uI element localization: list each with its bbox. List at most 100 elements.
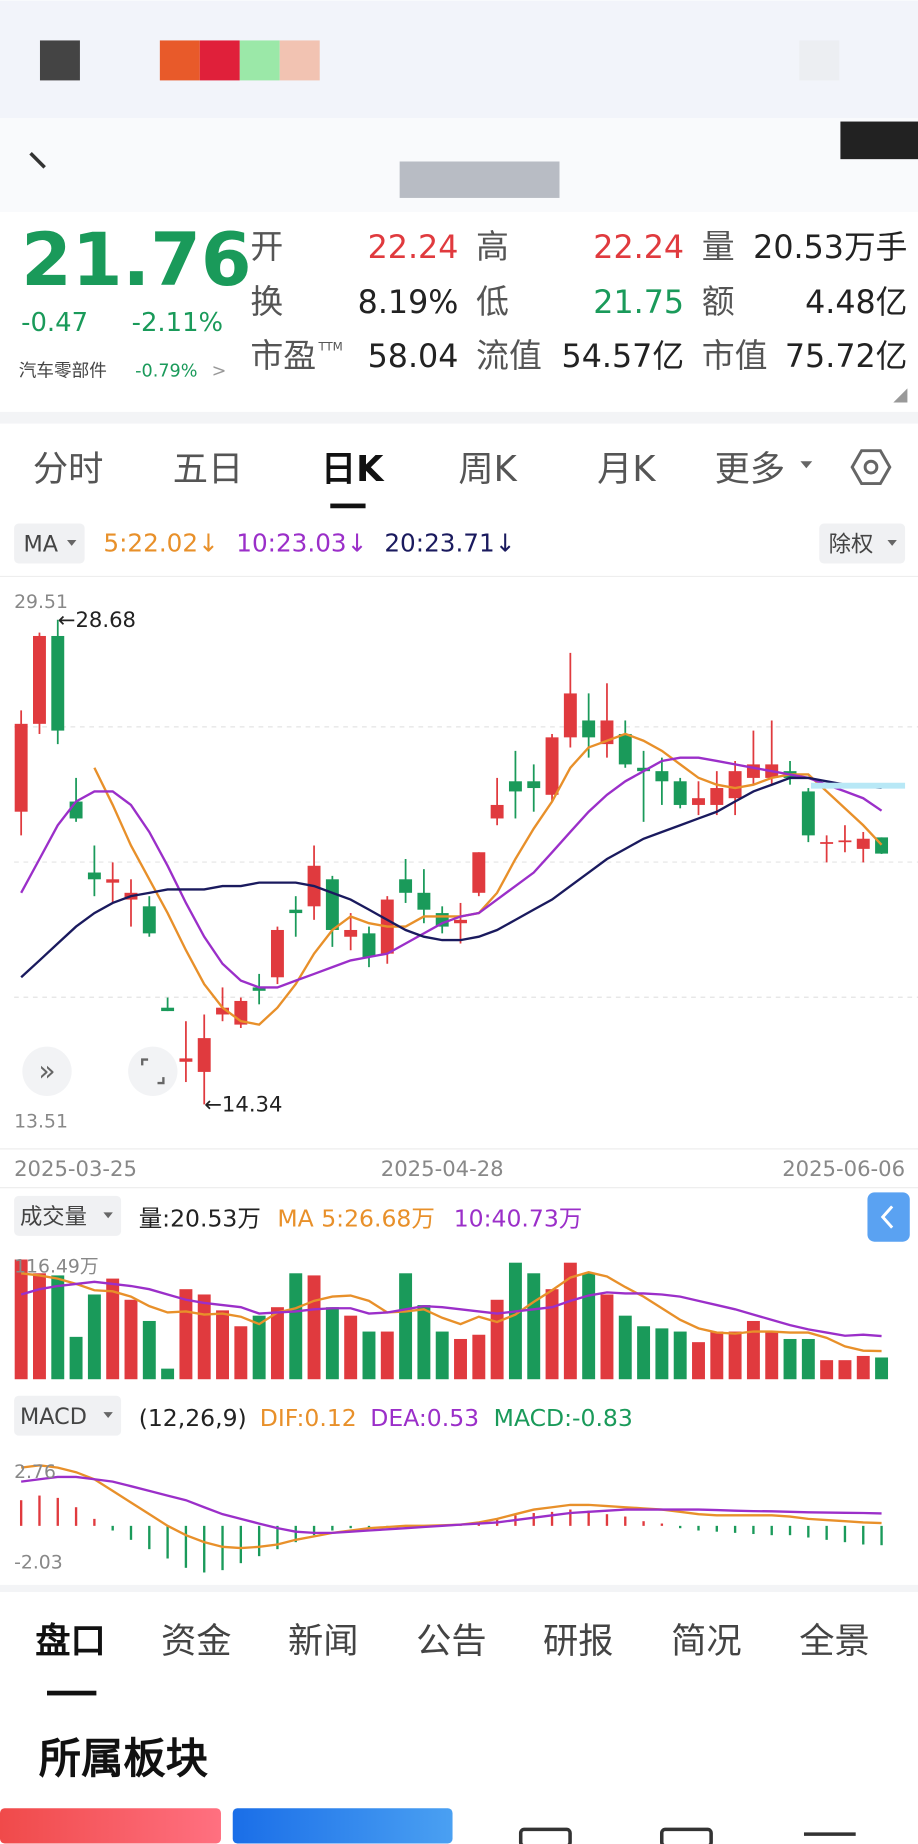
y-tick-label: -2.03 bbox=[14, 1552, 63, 1573]
volume-bar bbox=[618, 1315, 632, 1380]
change: -0.47 bbox=[21, 308, 88, 338]
field-label: 量 bbox=[702, 227, 735, 266]
candle-body bbox=[472, 852, 486, 893]
candle-body bbox=[490, 804, 504, 819]
y-tick-label: 116.49万 bbox=[14, 1256, 99, 1277]
macd-bar bbox=[294, 1525, 297, 1543]
volume-bar bbox=[673, 1331, 687, 1380]
volume-bar bbox=[252, 1315, 266, 1380]
expand-icon[interactable]: » bbox=[38, 1055, 55, 1088]
fullscreen-icon bbox=[141, 1058, 165, 1085]
volume-bar bbox=[216, 1310, 229, 1380]
legend-vol-ma10: 10:40.73万 bbox=[454, 1204, 583, 1232]
field-value: 22.24 bbox=[593, 230, 684, 266]
candle-body bbox=[838, 840, 852, 843]
dropdown-arrow bbox=[66, 539, 77, 546]
ma-button[interactable] bbox=[14, 523, 85, 564]
macd-bar bbox=[880, 1525, 883, 1546]
volume-bar bbox=[417, 1305, 431, 1380]
x-tick-label: 2025-06-06 bbox=[782, 1156, 905, 1181]
volume-bar bbox=[728, 1331, 742, 1380]
candle-body bbox=[545, 737, 559, 795]
field-label: 高 bbox=[476, 227, 509, 266]
bottom-tab[interactable]: 盘口 bbox=[35, 1621, 106, 1662]
period-tab[interactable]: 月K bbox=[597, 449, 656, 490]
y-tick-label: 29.51 bbox=[14, 592, 68, 613]
field-label-sup: TTM bbox=[318, 340, 343, 354]
bottom-tab[interactable]: 资金 bbox=[161, 1621, 232, 1662]
macd-bar bbox=[19, 1500, 23, 1526]
indicator-line bbox=[21, 1271, 882, 1353]
expand-icon[interactable] bbox=[893, 388, 908, 403]
macd-title[interactable]: MACD bbox=[20, 1404, 87, 1430]
sector-change: -0.79% bbox=[135, 362, 197, 382]
volume-bar bbox=[710, 1331, 724, 1380]
period-tab[interactable]: 更多 bbox=[715, 449, 786, 490]
macd-chart: -2.03 2.76 bbox=[14, 1462, 883, 1573]
volume-bar bbox=[490, 1299, 504, 1380]
y-tick-label: 2.76 bbox=[14, 1462, 56, 1483]
status-icon bbox=[239, 40, 280, 81]
tab-underline bbox=[47, 1690, 97, 1696]
candle-body bbox=[417, 892, 431, 910]
macd-bar bbox=[111, 1525, 114, 1531]
macd-bar bbox=[733, 1525, 737, 1533]
price: 21.76 bbox=[21, 218, 251, 303]
volume-bar bbox=[124, 1299, 138, 1380]
field-value: 8.19% bbox=[358, 285, 459, 321]
bottom-tab[interactable]: 简况 bbox=[671, 1621, 742, 1662]
volume-bar bbox=[856, 1355, 870, 1380]
legend-ma20: 20:23.71↓ bbox=[384, 529, 515, 558]
side-button[interactable] bbox=[867, 1192, 910, 1242]
sector[interactable]: 汽车零部件 bbox=[19, 361, 107, 382]
adjust-button[interactable] bbox=[819, 523, 906, 564]
expand-button[interactable] bbox=[22, 1046, 72, 1096]
adjust-label[interactable]: 除权 bbox=[829, 532, 874, 558]
macd-bar bbox=[843, 1525, 847, 1543]
candle-body bbox=[216, 1007, 229, 1015]
candle-body bbox=[527, 781, 541, 789]
candle-body bbox=[197, 1038, 211, 1072]
macd-bar bbox=[770, 1525, 773, 1536]
volume-bar bbox=[820, 1360, 834, 1380]
volume-button[interactable] bbox=[14, 1195, 122, 1236]
field-value: 54.57亿 bbox=[562, 339, 685, 375]
bottom-tab[interactable]: 全景 bbox=[799, 1621, 870, 1662]
candle-chart: 13.51 29.51←28.68 ←14.34 2025-03-25 2025-04-… bbox=[14, 592, 918, 1181]
field-label: 换 bbox=[250, 282, 283, 321]
volume-bar bbox=[344, 1315, 358, 1380]
volume-bar bbox=[563, 1262, 577, 1380]
bottom-tab[interactable]: 新闻 bbox=[288, 1621, 359, 1662]
period-tab[interactable]: 分时 bbox=[33, 449, 104, 490]
volume-bar bbox=[783, 1338, 797, 1380]
candle-body bbox=[710, 788, 724, 805]
fullscreen-button[interactable] bbox=[128, 1046, 178, 1096]
period-tab[interactable]: 日K bbox=[321, 449, 385, 490]
candle-body bbox=[582, 720, 596, 738]
candle-body bbox=[454, 919, 467, 924]
sector-card[interactable] bbox=[232, 1808, 453, 1844]
period-tab[interactable]: 五日 bbox=[173, 449, 244, 490]
bottom-tab[interactable]: 公告 bbox=[416, 1621, 487, 1662]
macd-bar bbox=[129, 1525, 133, 1540]
macd-bar bbox=[203, 1525, 206, 1573]
sector-arrow[interactable]: > bbox=[212, 362, 227, 382]
field-label: 额 bbox=[702, 282, 735, 321]
macd-bar bbox=[569, 1509, 572, 1526]
ma-button-label[interactable]: MA bbox=[24, 532, 59, 558]
period-tab[interactable]: 周K bbox=[458, 449, 517, 490]
dropdown-arrow bbox=[103, 1212, 113, 1219]
candle-body bbox=[161, 1007, 175, 1012]
back-icon[interactable] bbox=[29, 152, 46, 169]
bottom-tab[interactable]: 研报 bbox=[543, 1621, 614, 1662]
settings-icon[interactable] bbox=[850, 449, 892, 486]
icon[interactable] bbox=[659, 1827, 713, 1844]
indicator-line bbox=[21, 1475, 882, 1535]
macd-button[interactable] bbox=[14, 1395, 122, 1436]
legend-vol-ma5: MA 5:26.68万 bbox=[277, 1204, 434, 1232]
icon[interactable] bbox=[518, 1827, 572, 1844]
volume-title[interactable]: 成交量 bbox=[20, 1204, 87, 1230]
sector-card[interactable] bbox=[0, 1808, 221, 1844]
